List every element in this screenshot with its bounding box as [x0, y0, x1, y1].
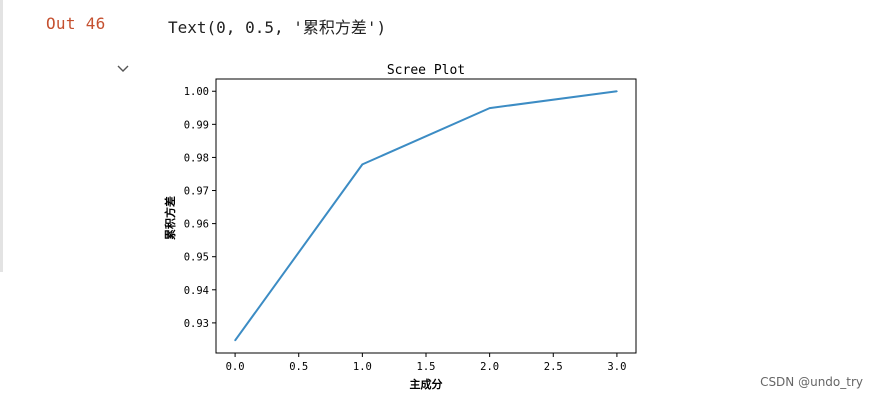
scree-plot-chart: Scree Plot 0.0 0.5 1.0 1.5 2.0 2.5 3.0 0.93 0.94… [163, 63, 637, 391]
x-tick-label: 1.0 [353, 361, 372, 373]
cell-left-border [0, 0, 3, 272]
x-tick-label: 2.5 [544, 361, 563, 373]
data-point [361, 163, 364, 166]
x-tick-label: 0.5 [289, 361, 308, 373]
y-tick-label: 0.98 [184, 152, 209, 164]
x-tick-label: 0.0 [226, 361, 245, 373]
output-prompt-label: Out 46 [46, 14, 106, 33]
y-tick-label: 0.99 [184, 119, 209, 131]
chevron-down-icon [117, 65, 129, 72]
y-tick-label: 0.95 [184, 252, 209, 264]
series-line [234, 90, 618, 342]
data-point [488, 107, 491, 109]
y-axis-label: 累积方差 [163, 196, 177, 240]
plot-frame [215, 78, 637, 354]
y-tick-label: 0.93 [184, 318, 209, 330]
data-point [616, 90, 618, 93]
output-text: Text(0, 0.5, '累积方差') [168, 18, 387, 37]
x-axis-label: 主成分 [410, 377, 443, 391]
y-tick-label: 0.94 [184, 285, 209, 297]
y-tick-label: 0.96 [184, 219, 209, 231]
x-tick-label: 1.5 [417, 361, 436, 373]
chart-title: Scree Plot [387, 63, 465, 78]
y-tick-label: 0.97 [184, 186, 209, 198]
x-tick-label: 3.0 [607, 361, 626, 373]
plot-area: 0.0 0.5 1.0 1.5 2.0 2.5 3.0 0.93 0.94 0.95 0.96 0.9… [184, 78, 637, 373]
x-tick-label: 2.0 [480, 361, 499, 373]
watermark: CSDN @undo_try [760, 375, 863, 389]
y-tick-label: 1.00 [184, 86, 209, 98]
collapse-output-button[interactable] [114, 60, 132, 78]
data-point [234, 339, 236, 342]
